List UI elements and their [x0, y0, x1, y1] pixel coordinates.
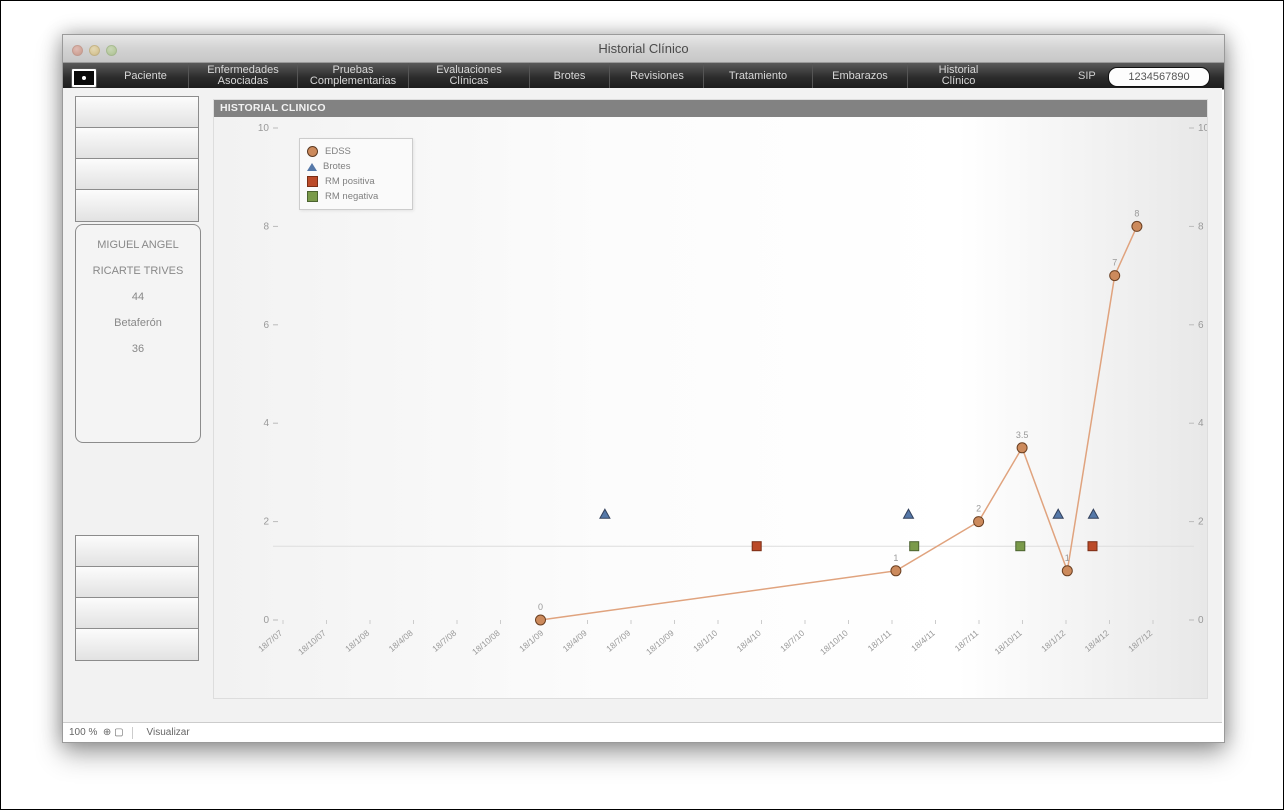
svg-text:8: 8 [1134, 208, 1139, 218]
svg-text:18/4/08: 18/4/08 [387, 628, 415, 654]
svg-text:18/4/12: 18/4/12 [1083, 628, 1111, 654]
svg-text:18/7/11: 18/7/11 [953, 628, 981, 654]
svg-text:18/7/07: 18/7/07 [256, 628, 284, 654]
svg-text:7: 7 [1112, 258, 1117, 268]
svg-text:6: 6 [1198, 320, 1204, 331]
svg-text:18/1/10: 18/1/10 [691, 628, 719, 654]
svg-text:18/4/09: 18/4/09 [561, 628, 589, 654]
svg-text:8: 8 [1198, 221, 1204, 232]
svg-text:4: 4 [1198, 418, 1204, 429]
svg-text:18/10/08: 18/10/08 [470, 628, 502, 657]
svg-text:2: 2 [1198, 517, 1204, 528]
svg-text:18/10/09: 18/10/09 [644, 628, 676, 657]
svg-text:18/7/08: 18/7/08 [430, 628, 458, 654]
svg-text:8: 8 [263, 221, 269, 232]
svg-text:18/1/11: 18/1/11 [866, 628, 894, 654]
svg-text:1: 1 [893, 553, 898, 563]
svg-text:10: 10 [258, 123, 270, 134]
svg-text:0: 0 [263, 615, 269, 626]
svg-text:18/1/08: 18/1/08 [343, 628, 371, 654]
svg-text:18/7/10: 18/7/10 [778, 628, 806, 654]
svg-text:18/10/07: 18/10/07 [296, 628, 328, 657]
svg-text:4: 4 [263, 418, 269, 429]
svg-text:3.5: 3.5 [1016, 430, 1029, 440]
svg-text:18/7/09: 18/7/09 [604, 628, 632, 654]
svg-text:2: 2 [976, 504, 981, 514]
svg-text:0: 0 [538, 602, 543, 612]
svg-text:10: 10 [1198, 123, 1207, 134]
svg-text:18/10/11: 18/10/11 [992, 628, 1023, 657]
svg-text:0: 0 [1198, 615, 1204, 626]
svg-text:6: 6 [263, 320, 269, 331]
svg-text:18/10/10: 18/10/10 [818, 628, 850, 657]
svg-text:18/4/10: 18/4/10 [735, 628, 763, 654]
svg-text:1: 1 [1065, 553, 1070, 563]
svg-text:18/4/11: 18/4/11 [909, 628, 937, 654]
svg-text:18/7/12: 18/7/12 [1126, 628, 1154, 654]
svg-text:18/1/09: 18/1/09 [517, 628, 545, 654]
svg-text:18/1/12: 18/1/12 [1039, 628, 1067, 654]
svg-text:2: 2 [263, 517, 269, 528]
